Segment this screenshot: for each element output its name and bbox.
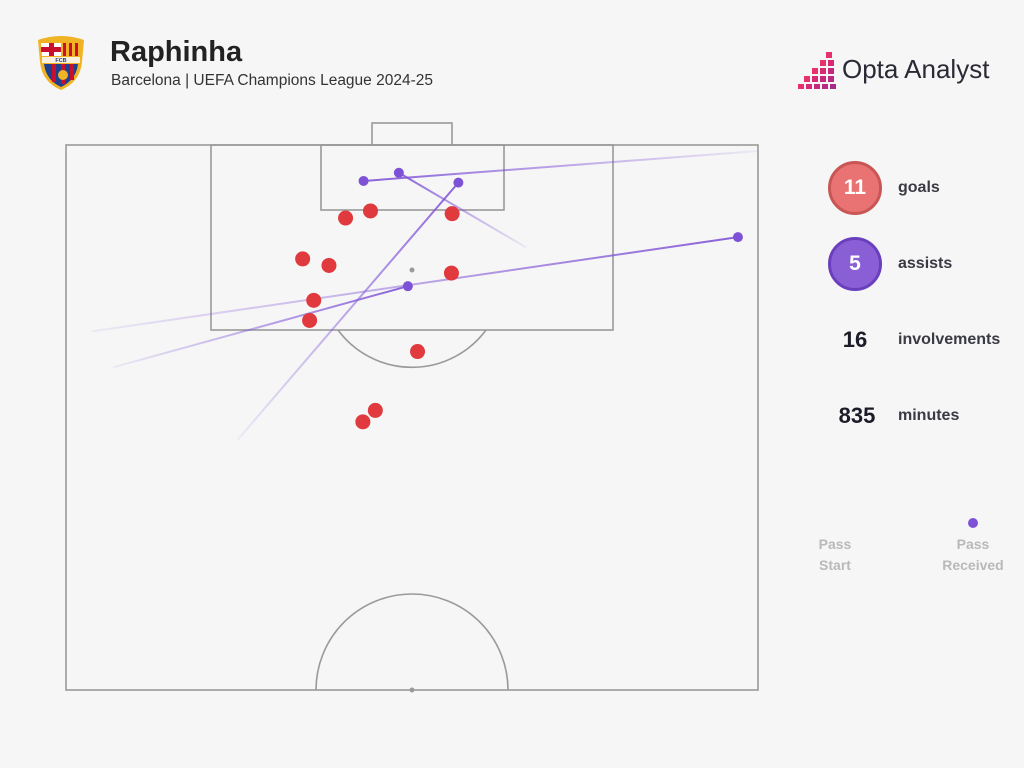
goal-shot-dot	[362, 203, 378, 219]
assist-pass-line	[236, 181, 460, 441]
brand-name: Opta Analyst	[842, 54, 990, 84]
involvements-label: involvements	[898, 331, 1001, 348]
assist-passes	[91, 149, 759, 441]
assist-pass-line	[91, 236, 739, 333]
crest-text: FCB	[55, 58, 66, 64]
assist-pass-line	[112, 285, 409, 369]
assist-pass-received-dot	[393, 167, 404, 178]
goals-value: 11	[843, 176, 867, 199]
centre-spot	[409, 687, 415, 693]
goals-badge: 11	[828, 161, 882, 215]
goal-shot-dot	[443, 265, 459, 281]
legend-end-line1: Pass	[956, 536, 990, 552]
penalty-spot	[409, 267, 415, 273]
assist-pass-received-dot	[732, 232, 743, 243]
assist-pass-received-dot	[453, 177, 464, 188]
assist-pass-line	[398, 171, 527, 249]
minutes-value: 835	[838, 403, 876, 428]
opta-mark-icon	[798, 52, 836, 89]
fc-barcelona-crest-icon: FCB	[38, 36, 84, 90]
legend-pass-end-dot	[968, 518, 978, 528]
goal-shot-dot	[410, 344, 426, 360]
centre-circle	[315, 593, 509, 691]
page-subtitle: Barcelona | UEFA Champions League 2024-2…	[111, 72, 433, 89]
goal-shots	[295, 203, 460, 430]
goal-shot-dot	[444, 206, 460, 222]
minutes-label: minutes	[898, 407, 960, 424]
goal-shot-dot	[355, 414, 371, 430]
pass-legend	[836, 518, 978, 528]
assists-value: 5	[849, 252, 861, 275]
pitch-lines	[65, 122, 759, 691]
goal-shot-dot	[321, 257, 337, 273]
assists-badge: 5	[828, 237, 882, 291]
goal-shot-dot	[306, 292, 322, 308]
goal-shot-dot	[367, 402, 383, 418]
pitch-boundary	[65, 144, 759, 691]
assist-pass-received-dot	[358, 175, 369, 186]
legend-start-line2: Start	[819, 557, 851, 573]
goal-shot-dot	[338, 210, 354, 226]
goal-shot-dot	[302, 312, 318, 328]
legend-start-line1: Pass	[818, 536, 852, 552]
involvements-value: 16	[842, 327, 868, 352]
assist-pass-line	[363, 149, 759, 182]
goal-shot-dot	[295, 251, 311, 267]
legend-pass-received: Pass Received	[933, 534, 1013, 576]
assists-label: assists	[898, 255, 953, 272]
legend-pass-start: Pass Start	[795, 534, 875, 576]
goals-label: goals	[898, 179, 940, 196]
page-title: Raphinha	[110, 36, 243, 68]
goal	[371, 122, 453, 146]
penalty-arc	[337, 329, 487, 369]
legend-end-line2: Received	[942, 557, 1004, 573]
